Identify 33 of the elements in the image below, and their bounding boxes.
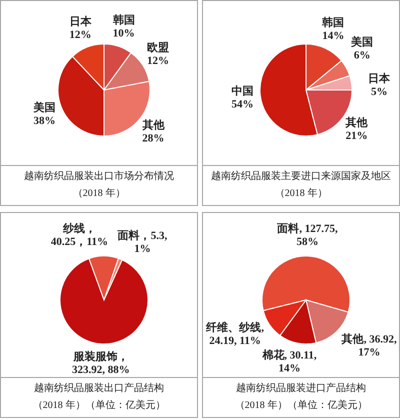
data-label: 38% — [33, 114, 56, 128]
slice-label: 欧盟 — [147, 42, 170, 55]
data-label: 12% — [69, 28, 92, 42]
slice-label: 服装服饰 — [73, 350, 118, 363]
data-label: 28% — [142, 132, 164, 146]
text: 越南纺织品服装主要进口来源国家及地区 — [210, 170, 392, 184]
slice-label: 纱线 — [62, 223, 85, 235]
slice-label: 美国 — [33, 101, 56, 114]
slice-label: 韩国 — [112, 14, 135, 28]
text: 越南纺织品服装出口产品结构 — [33, 382, 165, 396]
pie-slice — [60, 258, 148, 344]
text: 越南纺织品服装进口产品结构 — [235, 382, 367, 396]
data-label: 10% — [112, 27, 135, 40]
data-label: 5% — [370, 86, 388, 99]
slice-label: 其他 — [346, 117, 368, 130]
data-label: 14% — [322, 30, 344, 44]
text: 越南纺织品服装出口市场分布情况 — [23, 170, 175, 184]
slice-label: 棉花 — [262, 350, 284, 362]
slice-label: 中国 — [231, 85, 254, 98]
slice-label: 纤维、纱线 — [206, 322, 262, 335]
data-label: 21% — [346, 130, 368, 144]
text: （2018 年） — [274, 187, 328, 201]
data-label: 6% — [352, 50, 372, 64]
slice-label: 日本 — [69, 16, 92, 29]
slice-label: 日本 — [368, 72, 390, 86]
slice-label: 其他 — [142, 119, 164, 132]
data-label: 54% — [231, 98, 254, 112]
data-label: 12% — [147, 54, 170, 68]
text: （2018 年）（单位：亿美元） — [234, 398, 368, 413]
text: （2018 年）（单位：亿美元） — [32, 398, 166, 413]
text: （2018 年） — [72, 187, 126, 201]
slice-label: 美国 — [351, 37, 374, 50]
slice-label: 韩国 — [322, 17, 344, 30]
